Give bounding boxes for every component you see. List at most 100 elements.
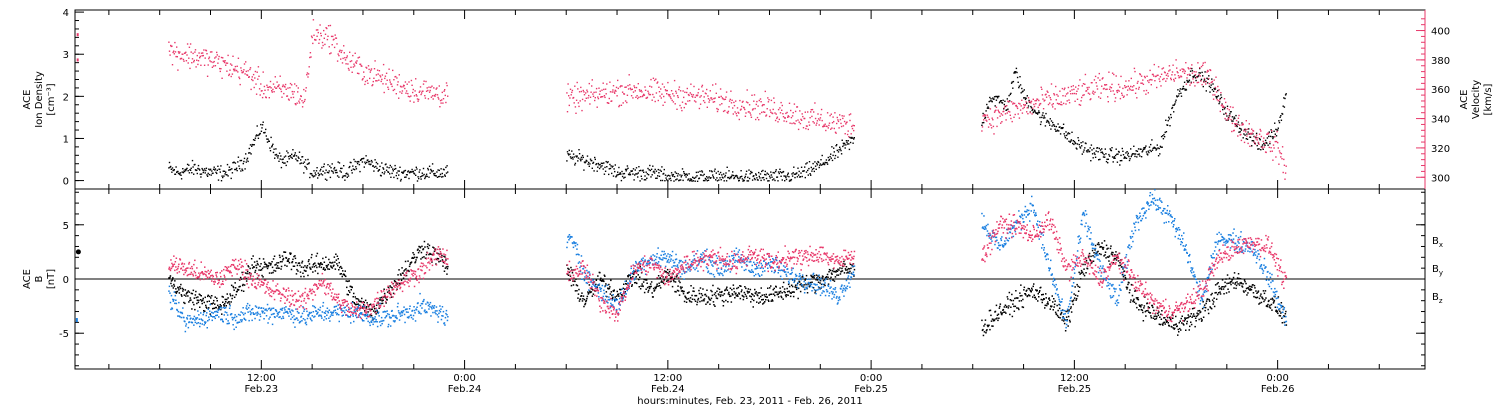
data-point [1044, 304, 1046, 307]
data-point [1096, 251, 1098, 253]
data-point [788, 102, 791, 104]
data-point [575, 278, 577, 280]
data-point [1220, 94, 1222, 96]
data-point [272, 88, 274, 91]
data-point [694, 300, 697, 302]
data-point [794, 123, 796, 125]
data-point [370, 163, 372, 165]
data-point [580, 86, 582, 89]
data-point [1073, 143, 1075, 146]
data-point [1229, 115, 1231, 117]
data-point [434, 172, 436, 175]
data-point [1004, 113, 1007, 115]
data-point [792, 172, 794, 174]
data-point [705, 303, 707, 305]
data-point [198, 318, 201, 320]
data-point [641, 91, 643, 93]
data-point [219, 168, 221, 171]
data-point [1098, 253, 1101, 255]
data-point [282, 257, 285, 260]
data-point [412, 88, 414, 91]
data-point [1278, 121, 1281, 124]
data-point [314, 175, 316, 177]
data-point [805, 274, 808, 277]
data-point [760, 101, 762, 103]
data-point [352, 296, 354, 298]
data-point [727, 293, 730, 295]
data-point [761, 105, 763, 107]
data-point [1051, 125, 1053, 127]
data-point [1020, 92, 1022, 94]
data-point [611, 172, 613, 175]
data-point [1105, 153, 1107, 155]
data-point [678, 294, 681, 296]
data-point [578, 105, 580, 108]
legend-entry-bx: Bx [1432, 236, 1443, 249]
data-point [323, 267, 325, 269]
data-point [644, 179, 647, 181]
data-point [369, 314, 371, 316]
data-point [418, 171, 420, 173]
data-point [768, 180, 770, 182]
data-point [366, 161, 368, 164]
data-point [325, 169, 327, 171]
data-point [991, 117, 993, 119]
data-point [286, 260, 289, 262]
data-point [1076, 148, 1078, 150]
data-point [612, 89, 614, 91]
data-point [1027, 97, 1030, 99]
data-point [443, 255, 445, 258]
data-point [1242, 123, 1244, 126]
data-point [993, 318, 995, 321]
data-point [770, 300, 772, 302]
data-point [376, 311, 379, 313]
data-point [1112, 161, 1114, 163]
data-point [1009, 299, 1012, 301]
data-point [787, 172, 789, 174]
x-tick-label-date: Feb.25 [854, 384, 888, 395]
data-point [1159, 80, 1161, 83]
data-point [1269, 150, 1272, 153]
data-point [1125, 80, 1127, 82]
data-point [177, 51, 180, 53]
data-point [1089, 147, 1091, 149]
data-point [1281, 158, 1283, 160]
data-point [688, 94, 690, 97]
data-point [375, 161, 378, 164]
data-point [258, 75, 260, 77]
data-point [223, 304, 225, 306]
data-point [234, 282, 236, 284]
data-point [1134, 70, 1136, 73]
data-point [759, 113, 761, 115]
data-point [257, 66, 260, 68]
data-point [788, 290, 790, 292]
legend-entry-by: By [1432, 264, 1443, 277]
data-point [192, 166, 194, 168]
data-point [1220, 104, 1223, 107]
data-point [208, 168, 210, 170]
data-point [1054, 108, 1056, 110]
data-point [682, 292, 685, 295]
data-point [1202, 85, 1204, 88]
data-point [599, 279, 602, 281]
data-point [385, 72, 388, 74]
data-point [168, 161, 171, 164]
data-point [661, 93, 663, 95]
data-point [814, 165, 817, 167]
data-point [358, 163, 361, 166]
data-point [745, 173, 747, 175]
data-point [1139, 304, 1142, 307]
data-point [721, 299, 724, 302]
data-point [378, 307, 380, 309]
data-point [355, 303, 357, 306]
data-point [836, 122, 838, 125]
data-point [196, 169, 198, 171]
data-point [201, 319, 203, 321]
data-point [277, 157, 279, 159]
data-point [383, 288, 385, 290]
data-point [270, 272, 273, 274]
data-point [624, 86, 626, 88]
data-point [988, 118, 990, 121]
data-point [581, 292, 583, 294]
data-point [801, 175, 803, 178]
